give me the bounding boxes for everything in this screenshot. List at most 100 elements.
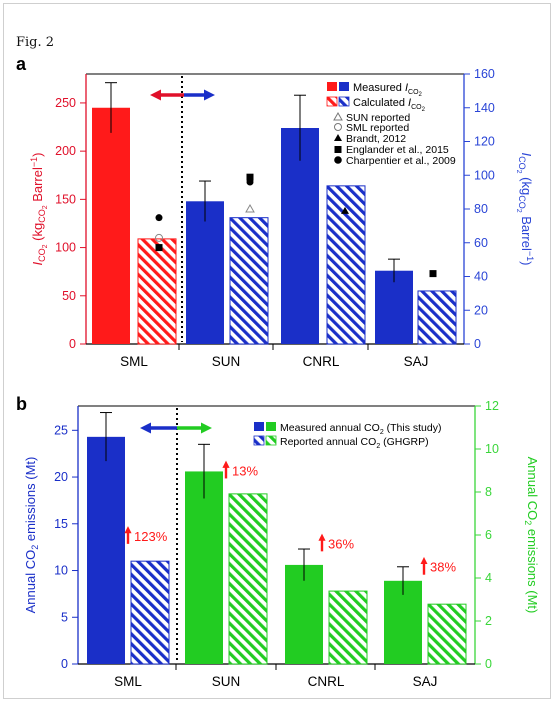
tick-label-b-right-12: 12 bbox=[485, 399, 499, 413]
tick-label-b-left-10: 10 bbox=[54, 564, 68, 578]
marker-englander-et-al-2015-sun bbox=[246, 173, 254, 181]
tick-label-b-right-4: 4 bbox=[485, 571, 492, 585]
x-label-a-sun: SUN bbox=[212, 354, 241, 369]
marker-englander-et-al-2015-saj bbox=[429, 270, 437, 278]
legend-label-sml-reported: SML reported bbox=[346, 122, 409, 134]
tick-label-left-150: 150 bbox=[55, 192, 76, 206]
legend-square-filled-icon bbox=[334, 146, 342, 153]
tick-label-left-0: 0 bbox=[69, 337, 76, 351]
bar-reported-annual-sun bbox=[228, 493, 268, 665]
bar-calculated-sun bbox=[229, 217, 269, 345]
tick-label-b-right-8: 8 bbox=[485, 485, 492, 499]
tick-label-b-left-15: 15 bbox=[54, 517, 68, 531]
annotation-cnrl: 36% bbox=[328, 536, 354, 551]
tick-label-right-0: 0 bbox=[474, 337, 481, 351]
figure-label: Fig. 2 bbox=[16, 35, 55, 50]
tick-label-b-left-0: 0 bbox=[61, 657, 68, 671]
panel-b-label: b bbox=[16, 394, 27, 414]
tick-label-left-200: 200 bbox=[55, 144, 76, 158]
legend-swatch-measured-blue bbox=[339, 82, 349, 91]
tick-label-right-40: 40 bbox=[474, 270, 488, 284]
tick-label-b-right-6: 6 bbox=[485, 528, 492, 542]
legend-triangle-filled-icon bbox=[334, 134, 342, 141]
bar-measured-annual-sml bbox=[87, 436, 125, 664]
legend-label-measured-annual: Measured annual CO2 (This study) bbox=[280, 422, 441, 436]
panel-b-annotations: 123% 13% 36% 38% bbox=[124, 460, 456, 575]
bar-measured-annual-cnrl bbox=[285, 564, 323, 664]
legend-label-measured: Measured ICO2 bbox=[353, 82, 423, 98]
tick-label-right-140: 140 bbox=[474, 101, 495, 115]
bar-calculated-cnrl bbox=[326, 185, 366, 345]
legend-swatch-calculated-red bbox=[326, 96, 338, 107]
bar-reported-annual-cnrl bbox=[328, 590, 368, 665]
x-label-a-sml: SML bbox=[120, 354, 148, 369]
panel-a-label: a bbox=[16, 54, 27, 74]
panel-a-right-ylabel: ICO2 (kgCO2 Barrel−1) bbox=[515, 152, 535, 265]
bar-measured-saj bbox=[375, 270, 413, 344]
legend-label-brandt: Brandt, 2012 bbox=[346, 133, 406, 145]
annotation-sun: 13% bbox=[232, 463, 258, 478]
legend-label-englander: Englander et al., 2015 bbox=[346, 144, 449, 156]
tick-label-left-50: 50 bbox=[62, 289, 76, 303]
x-label-b-sun: SUN bbox=[212, 674, 241, 689]
bar-measured-cnrl bbox=[281, 128, 319, 344]
legend-label-calculated: Calculated ICO2 bbox=[353, 97, 426, 113]
tick-label-right-60: 60 bbox=[474, 236, 488, 250]
tick-label-right-100: 100 bbox=[474, 168, 495, 182]
tick-label-right-80: 80 bbox=[474, 202, 488, 216]
panel-a-bars bbox=[92, 82, 457, 345]
legend-label-reported-annual: Reported annual CO2 (GHGRP) bbox=[280, 436, 429, 450]
legend-swatch-calculated-blue bbox=[338, 96, 350, 107]
panel-a-markers bbox=[155, 173, 437, 278]
panel-b-legend: Measured annual CO2 (This study) Reporte… bbox=[253, 422, 441, 450]
legend-triangle-open-icon bbox=[333, 111, 343, 121]
x-label-a-cnrl: CNRL bbox=[303, 354, 340, 369]
panel-b-left-ylabel: Annual CO2 emissions (Mt) bbox=[23, 457, 40, 614]
legend-circle-open-icon bbox=[334, 123, 342, 131]
tick-label-b-left-5: 5 bbox=[61, 610, 68, 624]
bar-reported-annual-saj bbox=[427, 603, 467, 665]
marker-brandt-2012-cnrl bbox=[341, 206, 349, 214]
panel-a-left-axis: 0 50 100 150 200 250 bbox=[55, 96, 86, 351]
legend-swatch-measured-annual-blue bbox=[254, 422, 264, 431]
panel-b-x-labels: SML SUN CNRL SAJ bbox=[114, 674, 437, 689]
legend-swatch-reported-annual-green bbox=[265, 435, 277, 446]
bar-measured-sun bbox=[186, 201, 224, 344]
tick-label-left-100: 100 bbox=[55, 241, 76, 255]
panel-a-right-axis: 0 20 40 60 80 100 120 140 160 bbox=[464, 67, 495, 351]
bar-measured-sml bbox=[92, 107, 130, 344]
marker-englander-et-al-2015-sml bbox=[155, 244, 163, 252]
tick-label-b-left-20: 20 bbox=[54, 470, 68, 484]
legend-label-sun-reported: SUN reported bbox=[346, 112, 410, 124]
tick-label-right-120: 120 bbox=[474, 135, 495, 149]
x-label-b-saj: SAJ bbox=[413, 674, 438, 689]
legend-swatch-measured-red bbox=[327, 82, 337, 91]
x-label-b-cnrl: CNRL bbox=[308, 674, 345, 689]
panel-a-legend: Measured ICO2 Calculated ICO2 SUN report… bbox=[326, 82, 456, 167]
annotation-saj: 38% bbox=[430, 560, 456, 575]
tick-label-b-right-10: 10 bbox=[485, 442, 499, 456]
x-label-b-sml: SML bbox=[114, 674, 142, 689]
panel-b-right-ylabel: Annual CO2 emissions (Mt) bbox=[523, 457, 540, 614]
panel-b-bars bbox=[87, 412, 467, 665]
legend-circle-filled-icon bbox=[334, 156, 342, 164]
marker-sml-reported-sml bbox=[155, 233, 163, 242]
x-label-a-saj: SAJ bbox=[404, 354, 429, 369]
legend-label-charpentier: Charpentier et al., 2009 bbox=[346, 155, 456, 167]
legend-swatch-reported-annual-blue bbox=[253, 435, 265, 446]
marker-charpentier-et-al-2009-sml bbox=[155, 214, 163, 222]
legend-swatch-measured-annual-green bbox=[266, 422, 276, 431]
marker-charpentier-et-al-2009-sun bbox=[246, 178, 254, 186]
panel-b-right-axis: 0 2 4 6 8 10 12 bbox=[475, 399, 499, 671]
tick-label-left-250: 250 bbox=[55, 96, 76, 110]
panel-a-x-labels: SML SUN CNRL SAJ bbox=[120, 354, 428, 369]
bar-measured-annual-sun bbox=[185, 471, 223, 664]
tick-label-b-right-2: 2 bbox=[485, 614, 492, 628]
bar-calculated-saj bbox=[417, 290, 457, 345]
tick-label-b-left-25: 25 bbox=[54, 423, 68, 437]
annotation-sml: 123% bbox=[134, 529, 168, 544]
tick-label-right-160: 160 bbox=[474, 67, 495, 81]
panel-a-left-ylabel: ICO2 (kgCO2 Barrel−1) bbox=[29, 152, 49, 265]
tick-label-right-20: 20 bbox=[474, 303, 488, 317]
